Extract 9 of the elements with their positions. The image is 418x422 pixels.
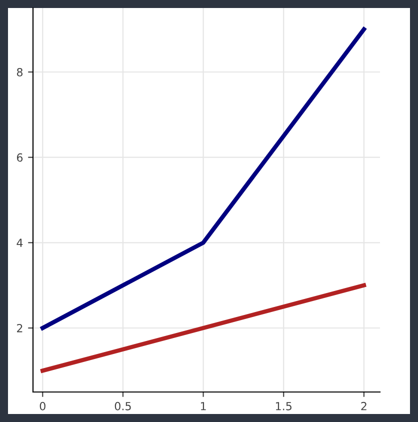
- x-tick-label: 0.5: [114, 402, 131, 410]
- y-tick-label: 2: [17, 324, 22, 332]
- x-tick-label: 2: [361, 402, 366, 410]
- x-tick-label: 1: [200, 402, 206, 410]
- y-tick-label: 6: [16, 153, 23, 162]
- x-tick-label: 0: [40, 402, 46, 410]
- x-tick-label: 1.5: [276, 402, 292, 410]
- y-tick-label: 8: [16, 68, 23, 76]
- y-tick-label: 4: [16, 238, 23, 247]
